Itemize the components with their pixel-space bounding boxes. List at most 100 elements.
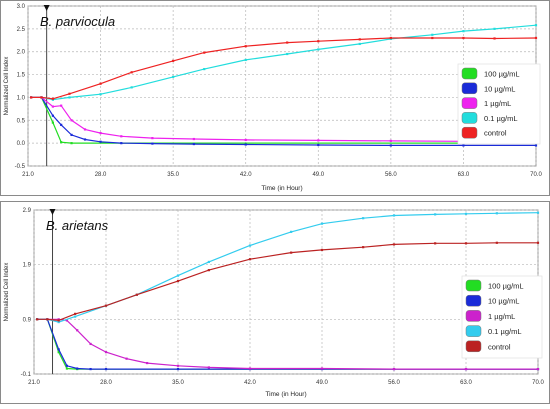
x-tick-label: 42.0 xyxy=(240,172,252,178)
data-point xyxy=(192,142,195,146)
y-tick-label: 1.9 xyxy=(23,263,32,269)
data-point xyxy=(464,367,468,371)
y-tick-label: 2.9 xyxy=(23,208,32,214)
data-point xyxy=(35,318,39,321)
legend-swatch xyxy=(465,310,482,322)
data-point xyxy=(203,51,206,54)
data-point xyxy=(462,30,465,33)
data-point xyxy=(65,319,69,322)
dose-marker-triangle xyxy=(49,209,56,215)
data-point xyxy=(57,351,60,354)
data-point xyxy=(99,93,102,96)
data-point xyxy=(462,36,465,40)
data-point xyxy=(244,45,247,48)
data-point xyxy=(320,248,324,252)
legend-label: 1 µg/mL xyxy=(484,99,511,108)
data-point xyxy=(99,140,102,143)
data-point xyxy=(534,144,538,147)
legend-swatch xyxy=(461,112,478,124)
data-point xyxy=(104,304,108,307)
data-point xyxy=(57,319,60,322)
data-point xyxy=(244,58,247,62)
legend-label: 10 µg/mL xyxy=(488,297,519,306)
data-point xyxy=(120,142,123,145)
x-tick-label: 21.0 xyxy=(22,172,34,178)
legend-label: 100 µg/mL xyxy=(484,70,520,79)
data-point xyxy=(176,364,180,367)
chart-b-parviocula: 21.0 28.0 35.0 42.0 49.0 56.0 63.0 70.0 -0.5 0.0 0… xyxy=(0,0,550,196)
x-tick-label: 56.0 xyxy=(388,380,400,386)
data-point xyxy=(317,143,320,147)
x-tick-label: 63.0 xyxy=(460,380,472,386)
x-tick-label: 28.0 xyxy=(95,172,107,178)
y-axis-title: Normalized Cell Index xyxy=(4,263,10,322)
legend-label: 0.1 µg/mL xyxy=(488,327,522,336)
data-point xyxy=(392,243,396,246)
data-point xyxy=(146,361,149,365)
data-point xyxy=(172,59,175,62)
data-point xyxy=(176,274,180,277)
x-tick-label: 42.0 xyxy=(244,380,256,386)
x-axis-title: Time (in Hour) xyxy=(261,185,302,192)
plot-area xyxy=(33,209,539,375)
data-point xyxy=(192,137,195,141)
data-point xyxy=(320,367,324,370)
data-point xyxy=(317,48,320,51)
x-tick-label: 28.0 xyxy=(100,380,112,386)
data-point xyxy=(74,312,77,315)
data-point xyxy=(464,242,468,245)
data-point xyxy=(493,27,496,30)
legend-swatch xyxy=(461,97,478,109)
data-point xyxy=(130,71,133,74)
data-point xyxy=(462,144,465,147)
legend-swatch xyxy=(465,325,482,337)
data-point xyxy=(317,40,320,43)
dose-marker-triangle xyxy=(43,5,50,11)
data-point xyxy=(46,318,49,321)
data-point xyxy=(83,138,87,141)
legend-swatch xyxy=(461,82,478,95)
data-point xyxy=(83,128,87,131)
data-point xyxy=(536,241,540,244)
x-tick-label: 70.0 xyxy=(532,380,544,386)
x-tick-label: 56.0 xyxy=(385,172,397,178)
data-point xyxy=(389,36,392,40)
data-point xyxy=(389,139,392,142)
data-point xyxy=(65,367,69,370)
y-tick-label: 0.0 xyxy=(17,141,26,147)
data-point xyxy=(51,105,54,108)
data-point xyxy=(320,222,324,225)
data-point xyxy=(60,104,63,107)
x-tick-label: 49.0 xyxy=(316,380,328,386)
data-point xyxy=(151,137,154,140)
data-point xyxy=(207,366,210,369)
legend-label: control xyxy=(484,129,507,138)
data-point xyxy=(317,139,320,142)
data-point xyxy=(76,367,79,370)
y-tick-label: 1.5 xyxy=(17,73,26,79)
data-point xyxy=(534,24,538,27)
data-point xyxy=(290,230,293,233)
data-point xyxy=(434,213,437,216)
y-tick-label: 3.0 xyxy=(17,4,26,10)
data-point xyxy=(30,96,33,99)
data-point xyxy=(51,97,54,100)
x-axis-title: Time (in Hour) xyxy=(265,391,306,398)
data-point xyxy=(99,82,102,85)
data-point xyxy=(135,293,138,296)
x-tick-label: 35.0 xyxy=(167,172,179,178)
legend-label: 1 µg/mL xyxy=(488,312,515,321)
data-point xyxy=(392,367,396,371)
data-point xyxy=(130,86,133,89)
data-point xyxy=(493,37,496,40)
data-point xyxy=(244,138,247,142)
data-point xyxy=(51,121,54,124)
data-point xyxy=(70,133,73,137)
data-point xyxy=(392,214,396,217)
data-point xyxy=(89,342,92,346)
legend-label: 10 µg/mL xyxy=(484,84,515,93)
data-point xyxy=(290,251,293,254)
y-tick-label: 0.5 xyxy=(17,118,26,124)
data-point xyxy=(104,351,108,354)
